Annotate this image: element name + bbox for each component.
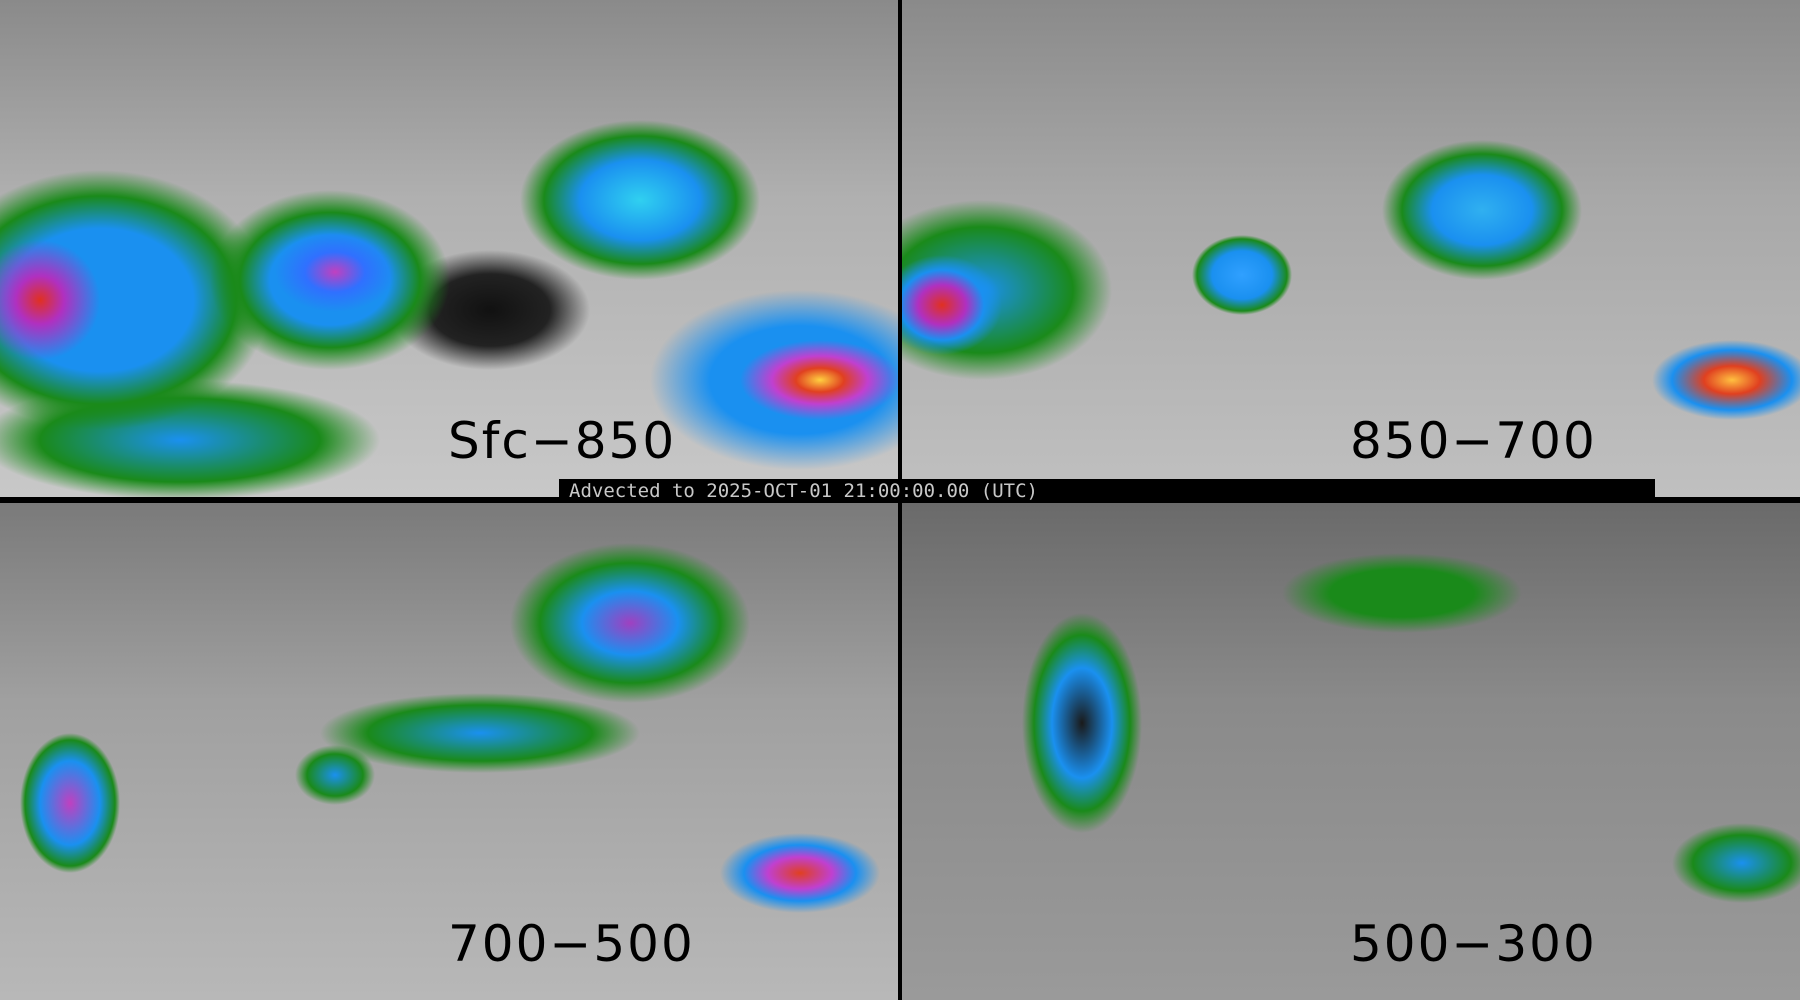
panel-label: 850−700 [1350, 412, 1597, 470]
panel-label: Sfc−850 [448, 412, 677, 470]
advection-time-banner: Advected to 2025-OCT-01 21:00:00.00 (UTC… [559, 479, 1655, 503]
panel-label: 500−300 [1350, 915, 1597, 973]
map-panel-700-500: 700−500 [0, 503, 898, 1000]
map-panel-850-700: 850−700 [902, 0, 1800, 497]
map-panel-500-300: 500−300 [902, 503, 1800, 1000]
panel-label: 700−500 [448, 915, 695, 973]
map-panel-sfc-850: Sfc−850 [0, 0, 898, 497]
